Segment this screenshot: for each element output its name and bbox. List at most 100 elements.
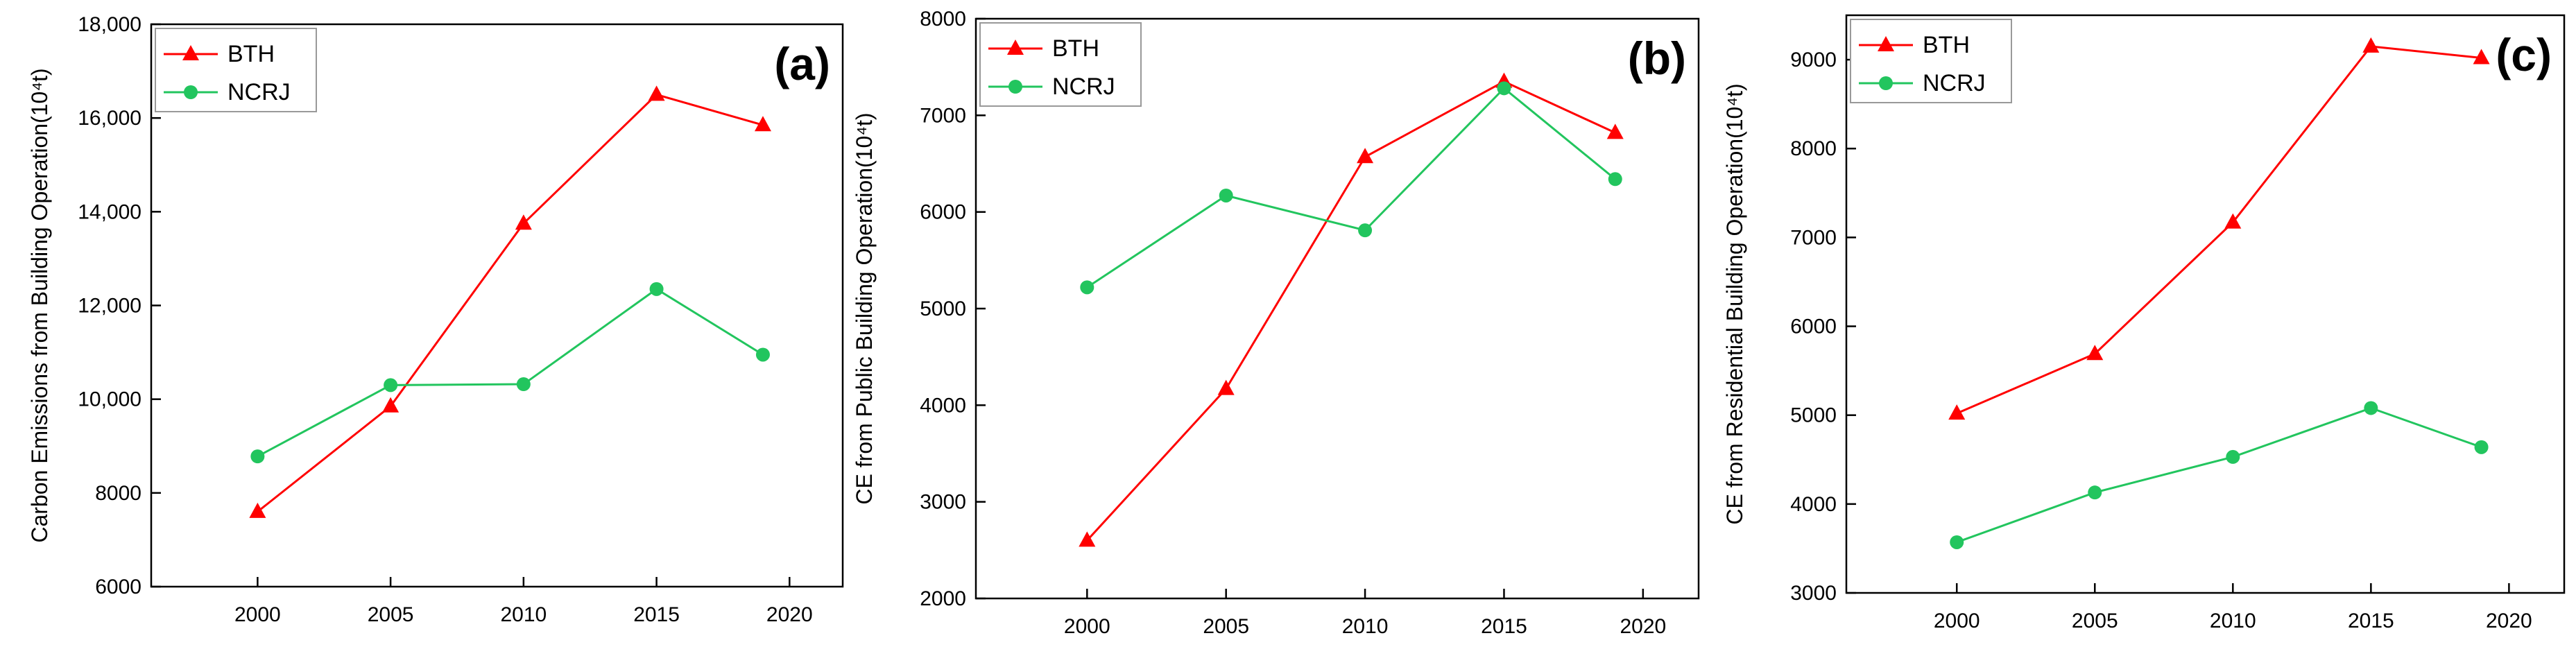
y-tick-label: 3000 bbox=[920, 491, 966, 514]
y-axis-label: Carbon Emissions from Building Operation… bbox=[27, 68, 52, 542]
x-tick-label: 2010 bbox=[1342, 615, 1389, 638]
series-line-bth bbox=[1956, 45, 2482, 415]
data-point-bth bbox=[382, 397, 400, 413]
series-line-bth bbox=[1086, 80, 1616, 542]
y-tick-label: 12,000 bbox=[78, 295, 141, 318]
legend-marker-ncrj bbox=[1879, 76, 1893, 90]
y-tick-label: 5000 bbox=[920, 297, 966, 320]
data-point-bth bbox=[2473, 49, 2490, 64]
y-tick-label: 8000 bbox=[1790, 137, 1837, 160]
legend-label-ncrj: NCRJ bbox=[1052, 74, 1115, 100]
legend-label-bth: BTH bbox=[1923, 32, 1970, 58]
x-tick-label: 2020 bbox=[2486, 610, 2532, 632]
data-point-bth bbox=[1948, 404, 1966, 420]
data-point-bth bbox=[2362, 37, 2380, 53]
legend-marker-bth bbox=[1007, 40, 1024, 55]
x-tick-label: 2015 bbox=[1481, 615, 1527, 638]
data-point-bth bbox=[249, 502, 266, 518]
data-point-ncrj bbox=[2474, 440, 2489, 454]
series-line-ncrj bbox=[1086, 87, 1616, 288]
y-tick-label: 9000 bbox=[1790, 49, 1837, 71]
legend-marker-ncrj bbox=[1008, 80, 1022, 94]
x-tick-label: 2020 bbox=[1620, 615, 1666, 638]
y-axis-label: CE from Public Building Operation(10⁴t) bbox=[852, 112, 877, 504]
data-point-ncrj bbox=[250, 449, 265, 464]
series-line-ncrj bbox=[257, 288, 764, 458]
chart-panel-3: 3000 4000 5000 6000 7000 8000 9000 2000 2005 2010… bbox=[1722, 14, 2566, 632]
legend: BTH NCRJ bbox=[979, 22, 1142, 107]
y-tick-label: 18,000 bbox=[78, 13, 141, 36]
panel-label: (c) bbox=[2496, 29, 2552, 80]
legend-label-bth: BTH bbox=[1052, 35, 1099, 62]
data-point-bth bbox=[1079, 531, 1096, 547]
data-point-bth bbox=[1606, 123, 1624, 139]
y-tick-label: 14,000 bbox=[78, 200, 141, 223]
chart-panel-1: 6000 8000 10,000 12,000 14,000 16,000 18,000 20… bbox=[27, 13, 844, 626]
y-tick-label: 6000 bbox=[1790, 316, 1837, 338]
legend-label-ncrj: NCRJ bbox=[227, 79, 291, 105]
data-point-bth bbox=[648, 85, 665, 101]
x-tick-label: 2015 bbox=[633, 603, 680, 626]
y-tick-label: 7000 bbox=[1790, 226, 1837, 249]
legend-box bbox=[155, 28, 317, 112]
legend-marker-bth bbox=[1878, 36, 1894, 51]
data-point-ncrj bbox=[1358, 223, 1373, 238]
x-tick-label: 2020 bbox=[766, 603, 813, 626]
y-tick-label: 3000 bbox=[1790, 582, 1837, 605]
data-point-ncrj bbox=[755, 347, 770, 362]
y-tick-label: 16,000 bbox=[78, 107, 141, 130]
panel-label: (a) bbox=[774, 38, 830, 89]
y-tick-label: 5000 bbox=[1790, 404, 1837, 427]
chart-panel-2: 2000 3000 4000 5000 6000 7000 8000 2000 2005 2010… bbox=[852, 8, 1700, 638]
data-point-ncrj bbox=[2088, 485, 2102, 500]
data-point-ncrj bbox=[1950, 535, 1964, 549]
data-point-bth bbox=[754, 116, 771, 132]
legend-label-ncrj: NCRJ bbox=[1923, 70, 1986, 96]
legend-marker-bth bbox=[182, 45, 199, 60]
data-point-ncrj bbox=[516, 377, 531, 392]
legend: BTH NCRJ bbox=[155, 28, 317, 112]
x-tick-label: 2015 bbox=[2348, 610, 2394, 632]
data-point-ncrj bbox=[1497, 81, 1511, 96]
panel-label: (b) bbox=[1628, 33, 1686, 84]
x-tick-label: 2010 bbox=[500, 603, 547, 626]
legend-box bbox=[1850, 19, 2012, 103]
y-tick-label: 10,000 bbox=[78, 388, 141, 411]
x-tick-label: 2005 bbox=[1203, 615, 1249, 638]
data-point-ncrj bbox=[1080, 280, 1094, 295]
y-tick-label: 2000 bbox=[920, 587, 966, 610]
data-point-ncrj bbox=[2226, 449, 2240, 464]
x-tick-label: 2005 bbox=[368, 603, 414, 626]
x-tick-label: 2010 bbox=[2210, 610, 2256, 632]
y-tick-label: 4000 bbox=[920, 394, 966, 417]
y-tick-label: 8000 bbox=[95, 482, 141, 505]
data-point-bth bbox=[515, 214, 532, 230]
series-line-bth bbox=[257, 93, 764, 513]
data-point-ncrj bbox=[1608, 172, 1622, 187]
x-tick-label: 2000 bbox=[234, 603, 281, 626]
x-tick-label: 2000 bbox=[1064, 615, 1110, 638]
data-point-bth bbox=[1217, 379, 1235, 395]
x-tick-label: 2005 bbox=[2072, 610, 2118, 632]
series-line-ncrj bbox=[1956, 406, 2482, 544]
data-point-ncrj bbox=[384, 378, 398, 392]
legend-marker-ncrj bbox=[184, 85, 198, 99]
legend-label-bth: BTH bbox=[227, 41, 275, 67]
x-tick-label: 2000 bbox=[1934, 610, 1980, 632]
data-point-ncrj bbox=[2364, 401, 2378, 415]
y-tick-label: 4000 bbox=[1790, 493, 1837, 516]
y-tick-label: 8000 bbox=[920, 8, 966, 31]
y-tick-label: 7000 bbox=[920, 104, 966, 127]
data-point-ncrj bbox=[649, 282, 664, 296]
legend: BTH NCRJ bbox=[1850, 19, 2012, 103]
legend-box bbox=[979, 22, 1142, 107]
plot-frame bbox=[1845, 14, 2566, 594]
data-point-bth bbox=[1357, 148, 1374, 164]
data-point-bth bbox=[2086, 345, 2104, 361]
y-tick-label: 6000 bbox=[95, 576, 141, 598]
data-point-bth bbox=[2224, 213, 2242, 229]
data-point-ncrj bbox=[1219, 188, 1233, 202]
y-axis-label: CE from Residential Building Operation(1… bbox=[1722, 83, 1747, 524]
y-tick-label: 6000 bbox=[920, 201, 966, 224]
